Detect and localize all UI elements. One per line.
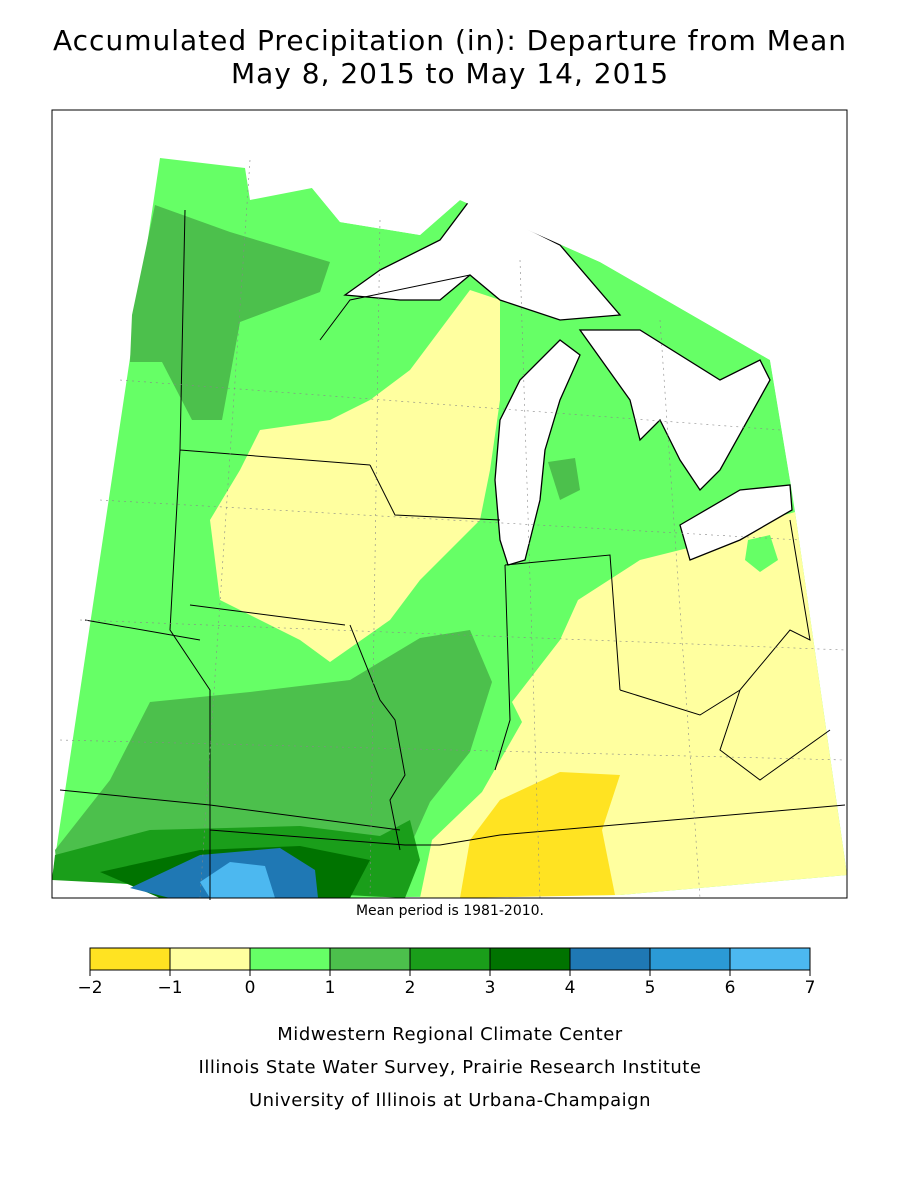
title-line: Accumulated Precipitation (in): Departur… <box>53 24 847 57</box>
legend-bin <box>249 947 331 971</box>
legend-bin <box>569 947 651 971</box>
legend-tick-label: 3 <box>485 978 496 998</box>
region-dark-green <box>130 205 330 420</box>
legend-tick-label: 5 <box>645 978 656 998</box>
legend-tick-label: −1 <box>157 978 182 998</box>
legend: −2 −1 0 1 2 3 4 5 6 7 <box>77 947 816 998</box>
region-dark-yellow <box>460 772 620 898</box>
map <box>51 109 848 900</box>
region-green-spot <box>745 535 778 572</box>
state-borders <box>59 209 846 900</box>
legend-bin <box>329 947 411 971</box>
credit-line: Illinois State Water Survey, Prairie Res… <box>199 1057 702 1078</box>
legend-tick-label: 1 <box>325 978 336 998</box>
region-yellow <box>210 290 500 662</box>
map-frame <box>51 109 848 899</box>
legend-bin <box>489 947 571 971</box>
region-light-blue <box>200 862 275 898</box>
lake-superior <box>343 199 622 321</box>
legend-tick-label: −2 <box>77 978 102 998</box>
lake-michigan <box>494 339 581 566</box>
legend-tick-label: 4 <box>565 978 576 998</box>
region-dark-green <box>548 458 580 500</box>
legend-tick-label: 0 <box>245 978 256 998</box>
legend-bin <box>729 947 811 971</box>
legend-tick-label: 6 <box>725 978 736 998</box>
lake-erie <box>679 484 793 561</box>
legend-tick-label: 2 <box>405 978 416 998</box>
region-dark-green <box>55 630 492 880</box>
title-line: May 8, 2015 to May 14, 2015 <box>231 57 669 90</box>
credit-line: University of Illinois at Urbana-Champai… <box>249 1090 651 1111</box>
mean-period-note: Mean period is 1981-2010. <box>356 903 544 919</box>
legend-bin <box>649 947 731 971</box>
lat-lon-grid <box>59 159 846 899</box>
canada-area <box>312 120 845 480</box>
legend-tick-label: 7 <box>805 978 816 998</box>
legend-bin <box>169 947 251 971</box>
lake-huron <box>578 329 771 492</box>
credit-line: Midwestern Regional Climate Center <box>277 1024 623 1045</box>
legend-bin <box>89 947 171 971</box>
legend-bin <box>409 947 491 971</box>
